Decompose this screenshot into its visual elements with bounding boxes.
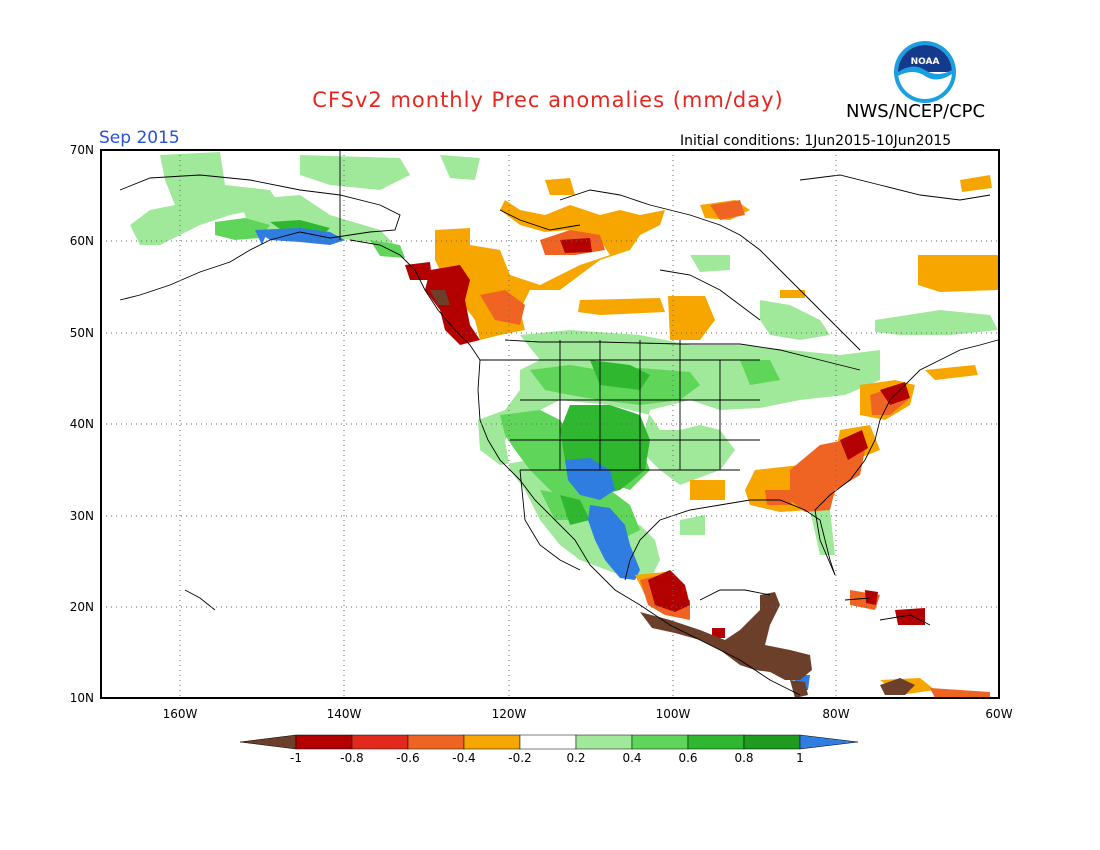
colorbar-segment — [351, 734, 409, 750]
colorbar-segment — [743, 734, 801, 750]
blue-regions — [255, 228, 810, 690]
lat-label: 50N — [70, 326, 94, 340]
colorbar-tick-label: 1 — [796, 751, 804, 765]
colorbar-segment — [687, 734, 745, 750]
colorbar-tick-label: -0.8 — [340, 751, 363, 765]
colorbar-tick-label: 0.2 — [566, 751, 585, 765]
agency-label: NWS/NCEP/CPC — [846, 101, 986, 122]
brown-regions — [430, 290, 915, 698]
lon-label: 60W — [985, 707, 1012, 721]
colorbar-tick-label: 0.6 — [678, 751, 697, 765]
colorbar: -1 -0.8 -0.6 -0.4 -0.2 0.2 0.4 0.6 0.8 1 — [239, 734, 859, 765]
lat-label: 60N — [70, 234, 94, 248]
forecast-month: Sep 2015 — [99, 128, 180, 148]
latitude-labels: 70N 60N 50N 40N 30N 20N 10N — [70, 143, 94, 705]
lat-label: 10N — [70, 691, 94, 705]
colorbar-segment — [519, 734, 577, 750]
initial-conditions: Initial conditions: 1Jun2015-10Jun2015 — [680, 133, 952, 149]
colorbar-segment — [575, 734, 633, 750]
colorbar-tick-label: -0.6 — [396, 751, 419, 765]
colorbar-tick-label: 0.8 — [734, 751, 753, 765]
map-title: CFSv2 monthly Prec anomalies (mm/day) — [312, 88, 784, 112]
colorbar-tick-label: 0.4 — [622, 751, 641, 765]
coastlines — [119, 150, 999, 696]
colorbar-low-arrow — [239, 734, 297, 750]
lat-label: 70N — [70, 143, 94, 157]
lon-label: 120W — [492, 707, 527, 721]
map-frame — [100, 149, 1000, 699]
colorbar-segment — [631, 734, 689, 750]
lat-label: 20N — [70, 600, 94, 614]
lon-label: 80W — [822, 707, 849, 721]
lon-label: 140W — [327, 707, 362, 721]
lat-label: 40N — [70, 417, 94, 431]
anomaly-fields — [130, 152, 998, 698]
lon-label: 100W — [656, 707, 691, 721]
colorbar-tick-label: -0.4 — [452, 751, 475, 765]
colorbar-segment — [295, 734, 353, 750]
longitude-labels: 160W 140W 120W 100W 80W 60W — [163, 707, 1013, 721]
colorbar-tick-label: -1 — [290, 751, 302, 765]
lon-label: 160W — [163, 707, 198, 721]
colorbar-segment — [407, 734, 465, 750]
dark-red-regions — [405, 238, 925, 638]
colorbar-segment — [463, 734, 521, 750]
noaa-logo-icon: NOAA — [894, 41, 956, 103]
logo-text: NOAA — [911, 57, 940, 67]
colorbar-high-arrow — [799, 734, 859, 750]
colorbar-tick-label: -0.2 — [508, 751, 531, 765]
lat-label: 30N — [70, 509, 94, 523]
